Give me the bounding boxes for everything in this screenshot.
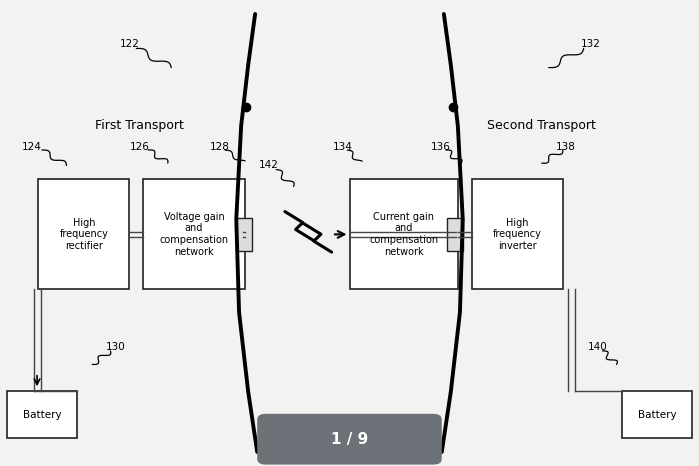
FancyBboxPatch shape xyxy=(257,414,442,465)
FancyBboxPatch shape xyxy=(143,179,245,289)
FancyBboxPatch shape xyxy=(447,218,463,251)
Text: Current gain
and
compensation
network: Current gain and compensation network xyxy=(369,212,438,257)
Text: 142: 142 xyxy=(259,160,279,171)
Text: Battery: Battery xyxy=(22,410,62,420)
Text: Voltage gain
and
compensation
network: Voltage gain and compensation network xyxy=(159,212,229,257)
FancyBboxPatch shape xyxy=(7,391,77,438)
Text: Battery: Battery xyxy=(637,410,677,420)
Text: 132: 132 xyxy=(581,39,600,49)
Text: 134: 134 xyxy=(333,142,352,152)
Text: 126: 126 xyxy=(130,142,150,152)
Text: 136: 136 xyxy=(431,142,450,152)
Text: 1 / 9: 1 / 9 xyxy=(331,432,368,447)
Text: 138: 138 xyxy=(556,142,576,152)
Text: 124: 124 xyxy=(22,142,41,152)
Text: High
frequency
rectifier: High frequency rectifier xyxy=(59,218,108,251)
Text: 130: 130 xyxy=(106,342,125,352)
FancyBboxPatch shape xyxy=(472,179,563,289)
Text: First Transport: First Transport xyxy=(95,119,185,132)
Text: High
frequency
inverter: High frequency inverter xyxy=(493,218,542,251)
FancyBboxPatch shape xyxy=(38,179,129,289)
Text: Second Transport: Second Transport xyxy=(487,119,596,132)
FancyBboxPatch shape xyxy=(236,218,252,251)
Text: 128: 128 xyxy=(210,142,230,152)
Text: 122: 122 xyxy=(120,39,139,49)
FancyBboxPatch shape xyxy=(350,179,458,289)
Text: 140: 140 xyxy=(588,342,607,352)
FancyBboxPatch shape xyxy=(622,391,692,438)
